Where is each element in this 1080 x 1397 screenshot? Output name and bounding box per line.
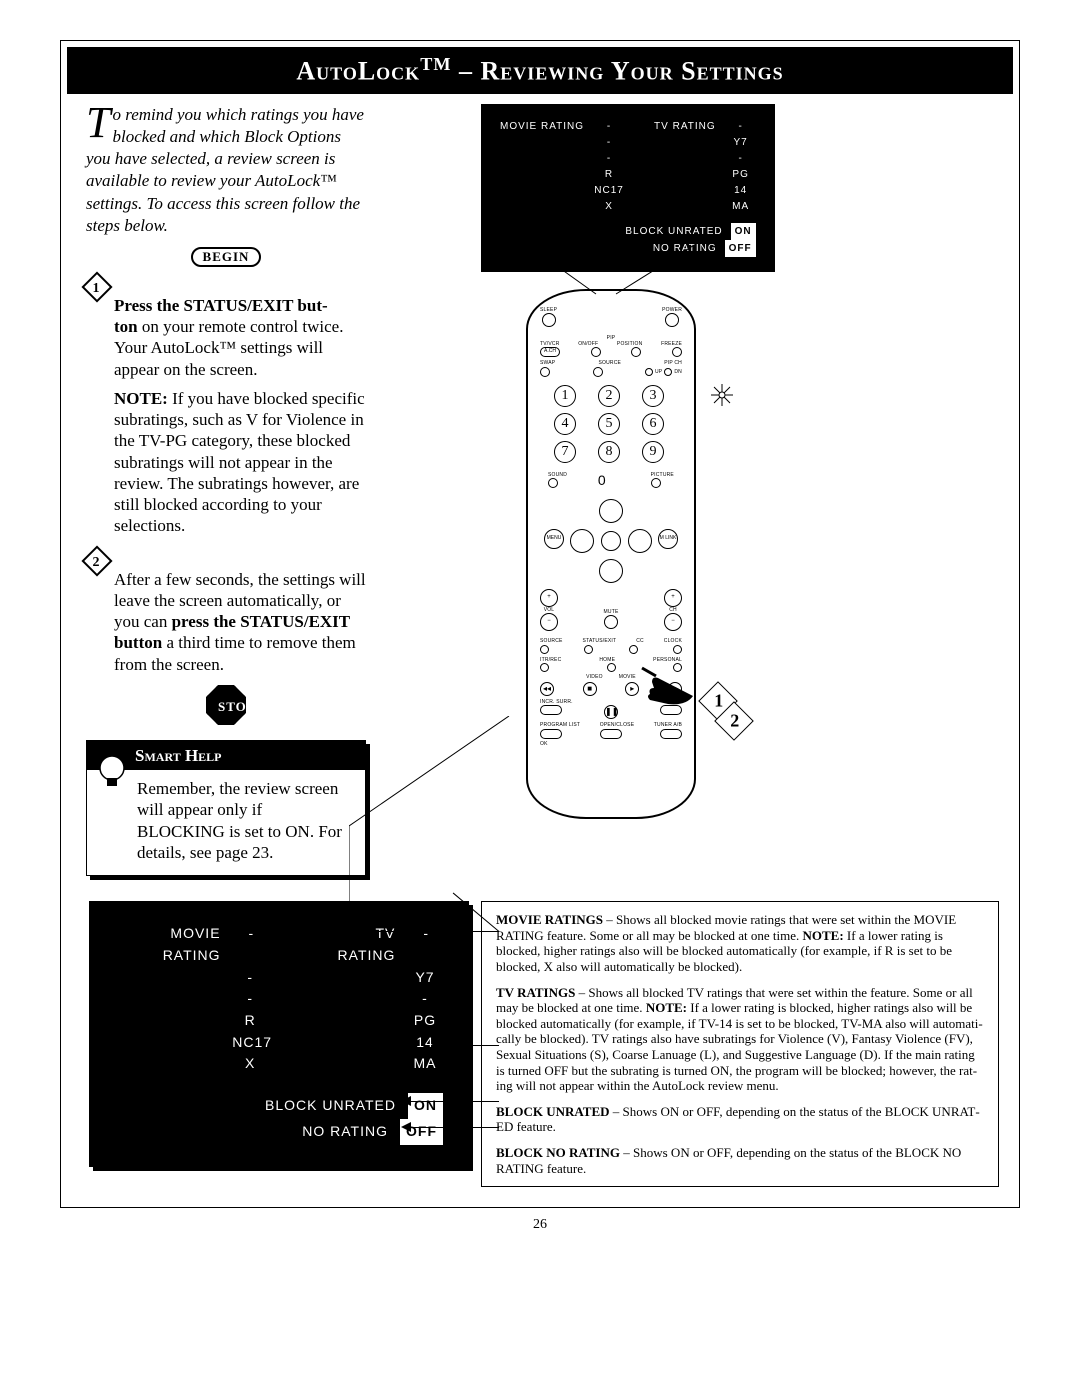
key-5[interactable]: 5 <box>598 413 620 435</box>
exp-block-norating-label: BLOCK NO RATING <box>496 1145 620 1160</box>
clock-button[interactable] <box>673 645 682 654</box>
dpad-ok[interactable] <box>601 531 621 551</box>
begin-label: BEGIN <box>191 247 262 267</box>
source-button[interactable] <box>593 367 603 377</box>
vol-down-button[interactable]: − <box>540 613 558 631</box>
step-1-marker: 1 <box>81 271 112 302</box>
pipch-up-button[interactable] <box>645 368 653 376</box>
swap-button[interactable] <box>540 367 550 377</box>
step-2: 2 After a few seconds, the set­tings wil… <box>114 547 366 675</box>
dpad-down[interactable] <box>599 559 623 583</box>
dpad-right[interactable] <box>628 529 652 553</box>
menu-button[interactable]: MENU <box>544 529 564 549</box>
key-6[interactable]: 6 <box>642 413 664 435</box>
lightbulb-icon <box>95 750 129 794</box>
osd-large-wrap: MOVIE RATING- - - R NC17 X TV RATING- Y7… <box>89 901 469 1187</box>
step1-note-label: NOTE: <box>114 389 168 408</box>
explanations-box: MOVIE RATINGS – Shows all blocked movie … <box>481 901 999 1187</box>
step1-bold1: Press the STATUS/EXIT but- <box>114 296 328 315</box>
key-8[interactable]: 8 <box>598 441 620 463</box>
incr-surr-button[interactable] <box>540 705 562 715</box>
pip-position-button[interactable] <box>631 347 641 357</box>
open-close-button[interactable] <box>600 729 622 739</box>
stop-octagon: STOP <box>206 685 246 725</box>
key-4[interactable]: 4 <box>554 413 576 435</box>
step1-bold2: ton <box>114 317 138 336</box>
sound-button[interactable] <box>548 478 558 488</box>
source2-button[interactable] <box>540 645 549 654</box>
page-border: AutoLockTM – Reviewing Your Settings To … <box>60 40 1020 1208</box>
step-1: 1 Press the STATUS/EXIT but-ton on your … <box>114 273 366 537</box>
intro-body: o remind you which ratings you have bloc… <box>86 105 364 234</box>
title-sep: – <box>452 57 481 86</box>
dpad-up[interactable] <box>599 499 623 523</box>
pip-freeze-button[interactable] <box>672 347 682 357</box>
stop-button[interactable]: ■ <box>583 682 597 696</box>
key-0[interactable]: 0 <box>598 471 620 493</box>
begin-badge: BEGIN <box>86 245 366 267</box>
key-7[interactable]: 7 <box>554 441 576 463</box>
mlink-button[interactable]: M LINK <box>658 529 678 549</box>
ch-up-button[interactable]: + <box>664 589 682 607</box>
power-button[interactable] <box>665 313 679 327</box>
key-3[interactable]: 3 <box>642 385 664 407</box>
vol-up-button[interactable]: + <box>540 589 558 607</box>
osd-tv-label: TV RATING <box>654 119 716 135</box>
dropcap: T <box>86 104 112 140</box>
left-column: To remind you which ratings you have blo… <box>86 104 366 891</box>
rewind-button[interactable]: ◂◂ <box>540 682 554 696</box>
status-exit-button[interactable] <box>584 645 593 654</box>
numeric-keypad: 1 2 3 4 5 6 7 8 9 <box>540 385 682 463</box>
page-number: 26 <box>60 1216 1020 1234</box>
burst-icon <box>711 384 733 406</box>
osd-movie-label: MOVIE RATING <box>500 119 584 135</box>
title-bar: AutoLockTM – Reviewing Your Settings <box>67 47 1013 94</box>
sleep-button[interactable] <box>542 313 556 327</box>
ach-button[interactable]: A.CH <box>540 347 560 357</box>
tuner-ab-button[interactable] <box>660 729 682 739</box>
pointing-hand-icon <box>638 666 698 708</box>
ch-down-button[interactable]: − <box>664 613 682 631</box>
stop-badge: STOP <box>86 685 366 725</box>
title-tm: TM <box>420 54 451 74</box>
cc-button[interactable] <box>629 645 638 654</box>
picture-button[interactable] <box>651 478 661 488</box>
pause-button[interactable]: ❚❚ <box>604 705 618 719</box>
step1-rest: on your remote control twice. Your AutoL… <box>114 317 343 379</box>
key-2[interactable]: 2 <box>598 385 620 407</box>
key-9[interactable]: 9 <box>642 441 664 463</box>
exp-tv-label: TV RATINGS <box>496 985 575 1000</box>
itr-rec-button[interactable] <box>540 663 549 672</box>
pip-onoff-button[interactable] <box>591 347 601 357</box>
title-part1: AutoLock <box>296 57 420 86</box>
dpad-left[interactable] <box>570 529 594 553</box>
connector-line-icon <box>349 716 519 916</box>
step1-note: If you have blocked specif­ic subratings… <box>114 389 365 536</box>
smart-help-body: Remember, the review screen will appear … <box>87 770 365 875</box>
smart-help-text: Remember, the review screen will appear … <box>99 778 353 863</box>
home-button[interactable] <box>607 663 616 672</box>
remote-control: SLEEP POWER PIP TV/VCRON/OFFPOSITIONFREE… <box>526 289 696 819</box>
key-1[interactable]: 1 <box>554 385 576 407</box>
title-part2: Reviewing Your Settings <box>481 57 784 86</box>
program-list-button[interactable] <box>540 729 562 739</box>
step-2-marker: 2 <box>81 545 112 576</box>
exp-block-unrated-label: BLOCK UNRATED <box>496 1104 610 1119</box>
intro-text: To remind you which ratings you have blo… <box>86 104 366 237</box>
mute-button[interactable] <box>604 615 618 629</box>
pipch-dn-button[interactable] <box>664 368 672 376</box>
smart-help-box: Smart Help Remember, the review screen w… <box>86 740 366 876</box>
